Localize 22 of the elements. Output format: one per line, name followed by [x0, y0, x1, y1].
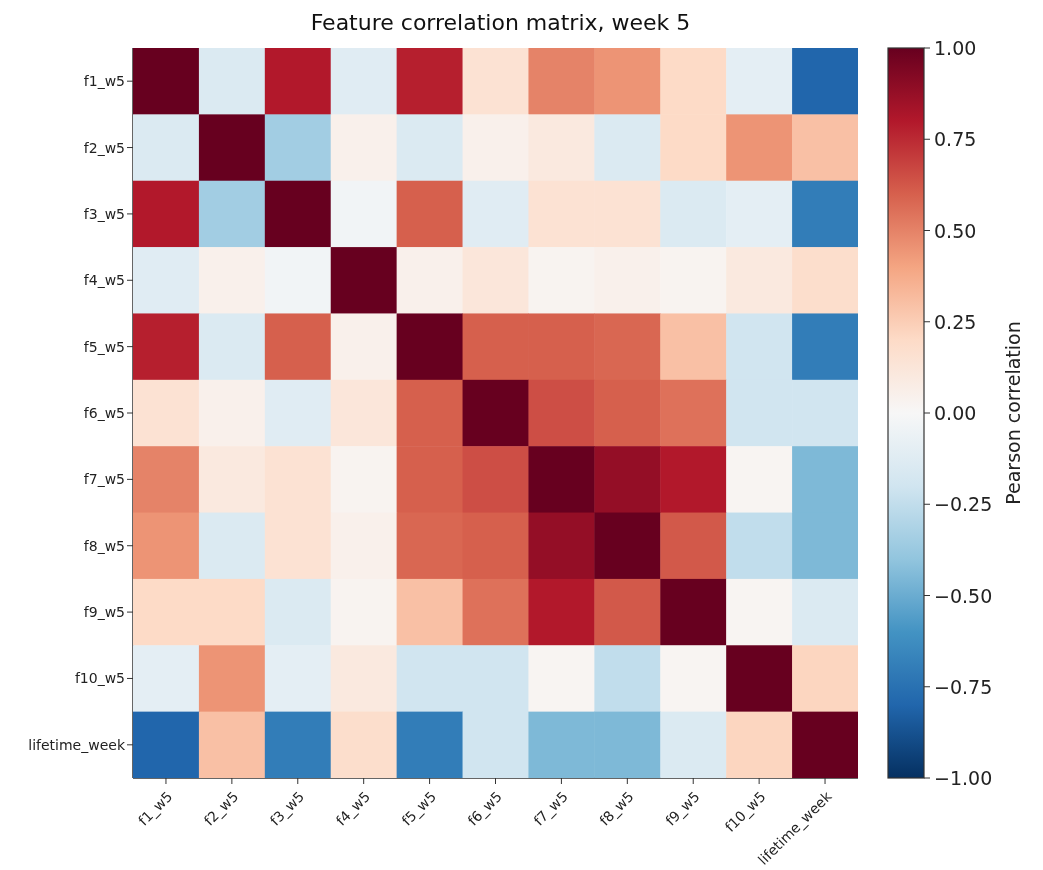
y-tick-label: f10_w5: [74, 670, 125, 687]
y-tick-label: f5_w5: [83, 338, 125, 355]
y-tick-label: f9_w5: [83, 604, 125, 621]
y-tick-label: f3_w5: [83, 205, 125, 222]
color-bar-label: −0.50: [934, 584, 993, 607]
color-bar-label: −1.00: [934, 767, 993, 789]
color-bar-label: 0.50: [934, 219, 977, 242]
y-tick-label: f1_w5: [83, 73, 125, 90]
color-bar-title: Pearson correlation: [1002, 321, 1024, 505]
color-bar-label: 0.25: [934, 310, 977, 333]
y-tick-label: f8_w5: [83, 537, 125, 554]
y-tick-label: lifetime_week: [28, 736, 126, 753]
y-tick-label: f4_w5: [83, 272, 125, 289]
y-tick-label: f7_w5: [83, 471, 125, 488]
color-bar-label: 0.75: [934, 128, 977, 151]
color-bar-label: 0.00: [934, 402, 977, 424]
chart-title: Feature correlation matrix, week 5: [309, 9, 692, 37]
y-tick-label: f2_w5: [83, 139, 125, 156]
y-tick-label: f6_w5: [83, 404, 125, 421]
color-bar-label: −0.25: [934, 493, 993, 516]
color-bar-label: 1.00: [934, 37, 977, 59]
color-bar-label: −0.75: [934, 675, 993, 698]
